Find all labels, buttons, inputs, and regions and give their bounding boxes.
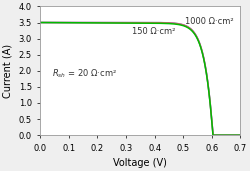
Text: 1000 Ω·cm²: 1000 Ω·cm² <box>185 17 233 27</box>
Y-axis label: Current (A): Current (A) <box>3 44 13 98</box>
Text: $R_{sh}$ = 20 Ω·cm²: $R_{sh}$ = 20 Ω·cm² <box>52 68 116 80</box>
Text: 150 Ω·cm²: 150 Ω·cm² <box>132 27 175 36</box>
X-axis label: Voltage (V): Voltage (V) <box>113 158 167 168</box>
